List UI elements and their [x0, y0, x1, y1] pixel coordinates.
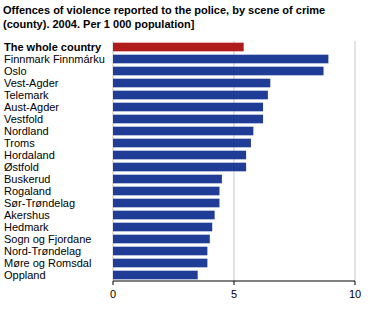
chart-title: Offences of violence reported to the pol…: [3, 3, 338, 31]
grid-line: [234, 41, 235, 281]
category-label: Telemark: [4, 89, 49, 101]
category-label: The whole country: [4, 41, 102, 53]
bar: [113, 115, 263, 124]
bar: [113, 223, 212, 232]
category-label: Aust-Agder: [4, 101, 59, 113]
category-label: Vest-Agder: [4, 77, 59, 89]
bars: [113, 43, 328, 280]
category-label: Akershus: [4, 209, 50, 221]
category-label: Sør-Trøndelag: [4, 197, 75, 209]
bar: [113, 163, 246, 172]
bar: [113, 127, 253, 136]
category-label: Buskerud: [4, 173, 50, 185]
bar: [113, 151, 246, 160]
bar: [113, 139, 251, 148]
bar: [113, 79, 270, 88]
bar: [113, 235, 210, 244]
tick-label: 10: [349, 288, 361, 300]
category-label: Nordland: [4, 125, 49, 137]
tick-label: 5: [231, 288, 237, 300]
bar: [113, 103, 263, 112]
category-label: Sogn og Fjordane: [4, 233, 91, 245]
category-label: Hordaland: [4, 149, 55, 161]
category-label: Møre og Romsdal: [4, 257, 91, 269]
tick-mark: [355, 281, 356, 285]
grid-line: [113, 41, 114, 281]
bar: [113, 259, 207, 268]
category-label: Finnmark Finnmárku: [4, 53, 105, 65]
category-label: Vestfold: [4, 113, 43, 125]
chart-svg: The whole countryFinnmark FinnmárkuOsloV…: [0, 0, 370, 321]
bar: [113, 187, 219, 196]
bar: [113, 43, 244, 52]
bar: [113, 175, 222, 184]
category-label: Hedmark: [4, 221, 49, 233]
category-label: Oslo: [4, 65, 27, 77]
tick-label: 0: [110, 288, 116, 300]
bar: [113, 67, 324, 76]
category-label: Troms: [4, 137, 35, 149]
category-label: Rogaland: [4, 185, 51, 197]
bar: [113, 91, 268, 100]
bar: [113, 55, 328, 64]
bar: [113, 247, 207, 256]
tick-mark: [113, 281, 114, 285]
bar: [113, 271, 198, 280]
bar: [113, 211, 215, 220]
grid-line: [355, 41, 356, 281]
category-label: Østfold: [4, 161, 39, 173]
category-label: Nord-Trøndelag: [4, 245, 81, 257]
tick-mark: [234, 281, 235, 285]
bar: [113, 199, 219, 208]
category-label: Oppland: [4, 269, 46, 281]
